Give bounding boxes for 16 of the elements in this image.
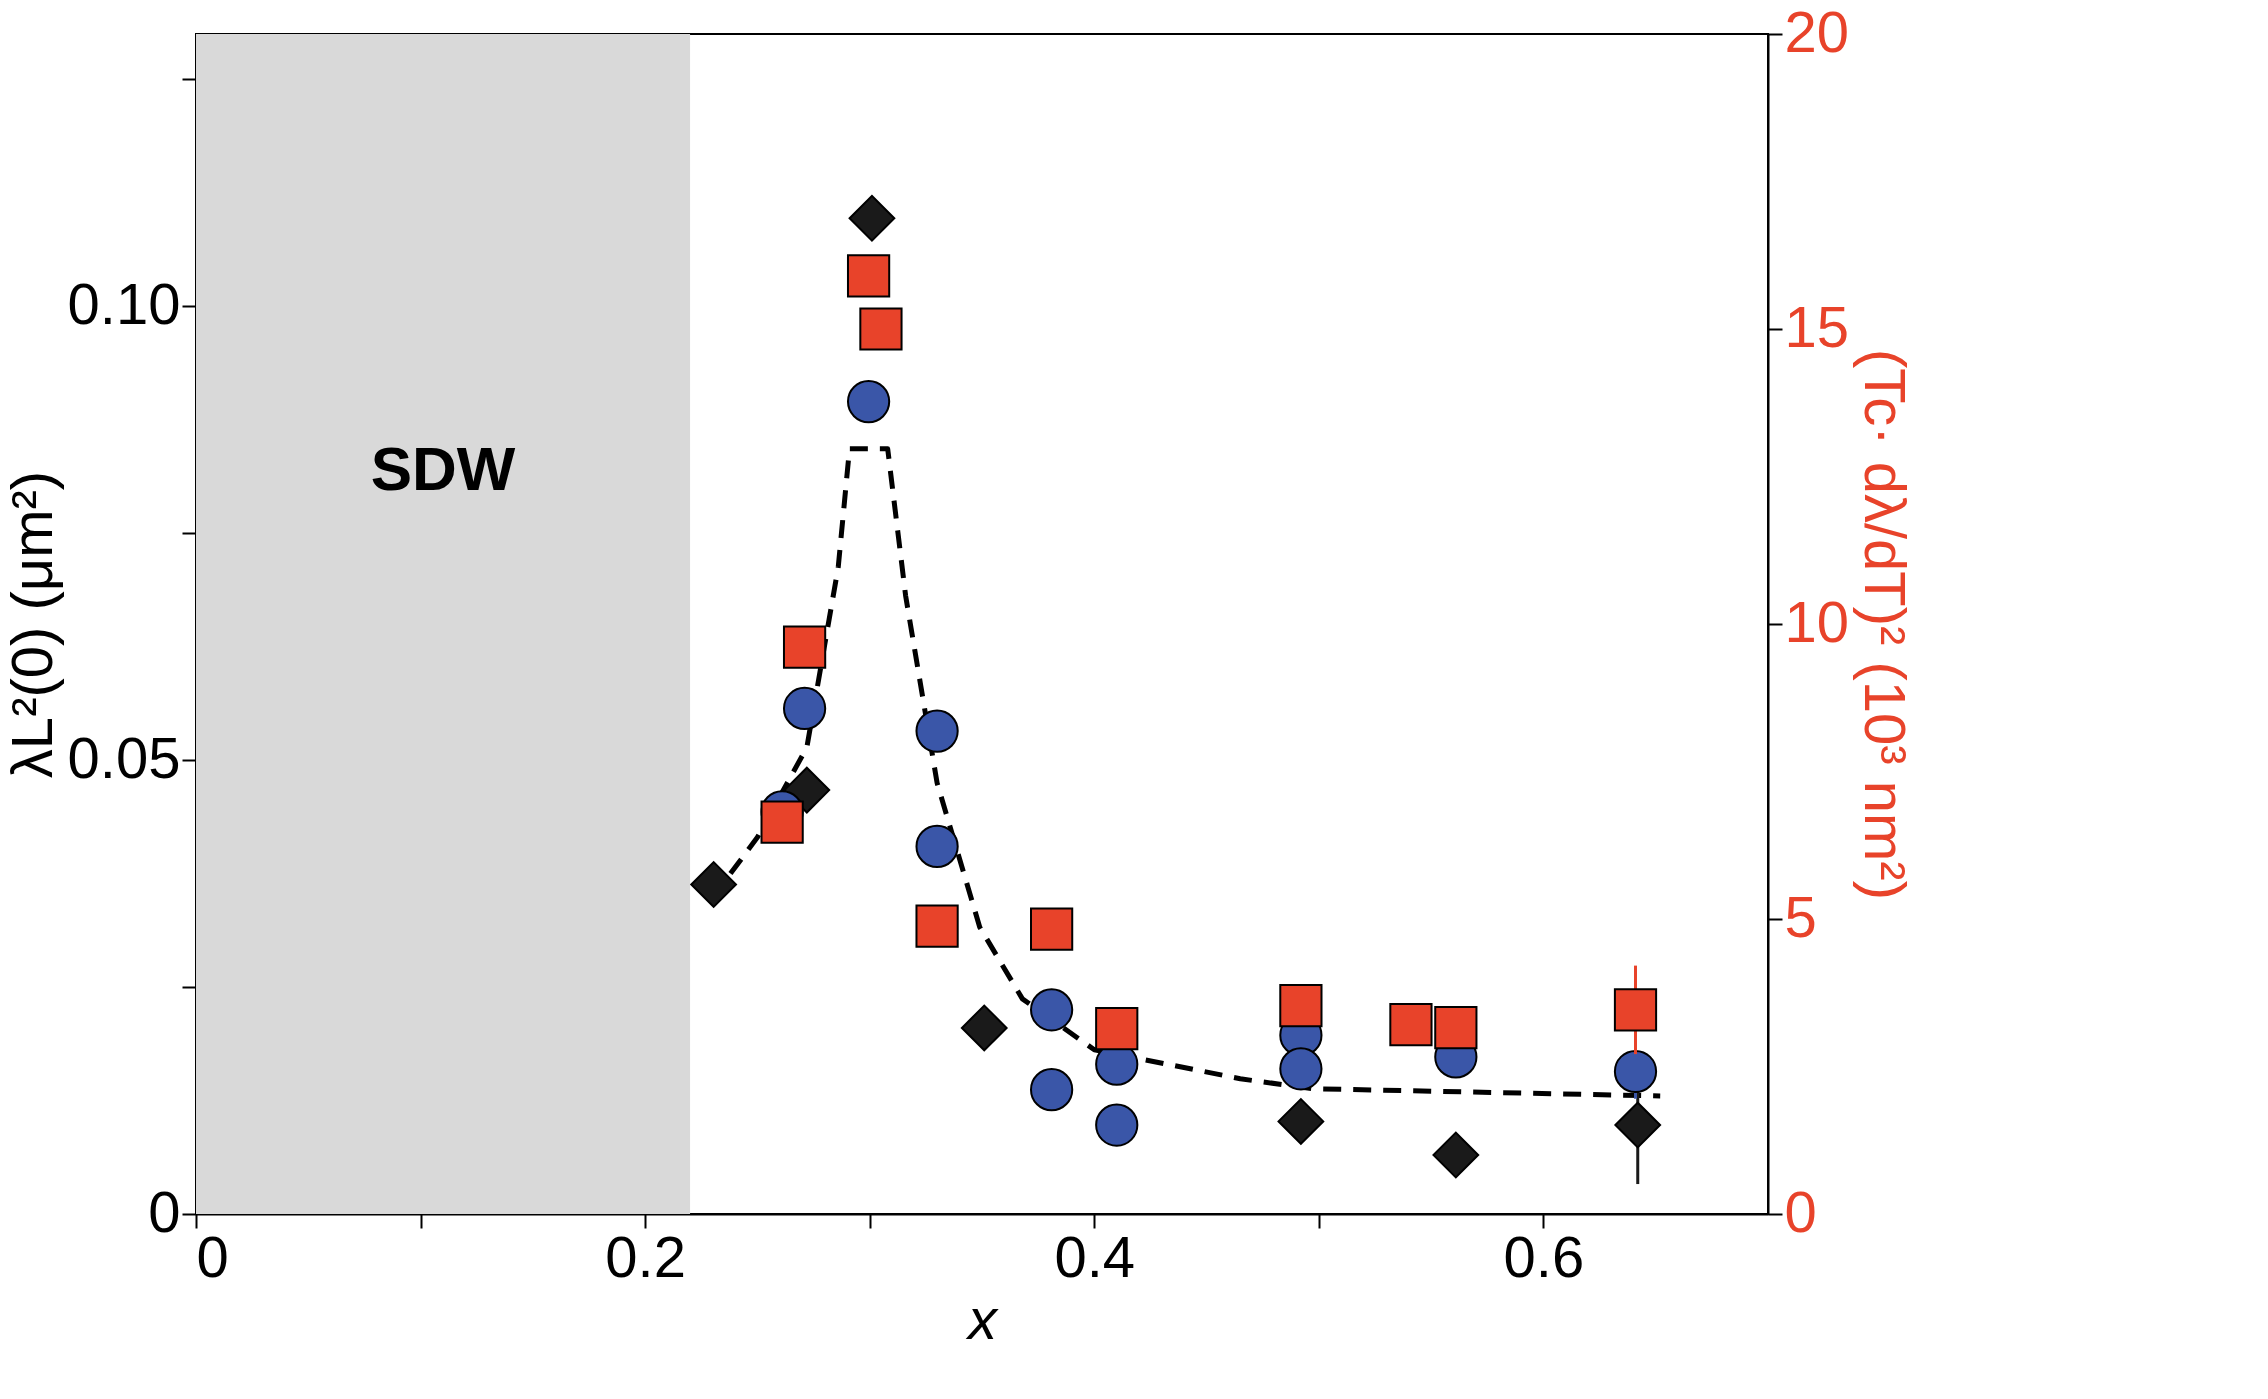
y-tick-label: 0 <box>148 1178 181 1244</box>
y2-tick-label: 15 <box>1784 293 1850 359</box>
y-tick-label: 0.05 <box>67 724 181 790</box>
x-tick-label: 0 <box>196 1223 229 1289</box>
y-tick-label: 0.10 <box>67 270 181 336</box>
x-tick-label: 0.6 <box>1503 1223 1585 1289</box>
y2-tick-label: 0 <box>1784 1178 1817 1244</box>
y2-tick-label: 5 <box>1784 883 1817 949</box>
x-axis-title: x <box>965 1285 999 1351</box>
y2-tick-label: 20 <box>1784 0 1850 64</box>
x-tick-label: 0.4 <box>1054 1223 1136 1289</box>
band-label: SDW <box>370 433 516 503</box>
y2-tick-label: 10 <box>1784 588 1850 654</box>
x-tick-label: 0.2 <box>605 1223 686 1289</box>
y-axis-title: λL²(0) (μm²) <box>0 470 64 779</box>
y2-axis-title: (Tc· dλ/dT)² (10³ nm²) <box>1853 349 1919 900</box>
